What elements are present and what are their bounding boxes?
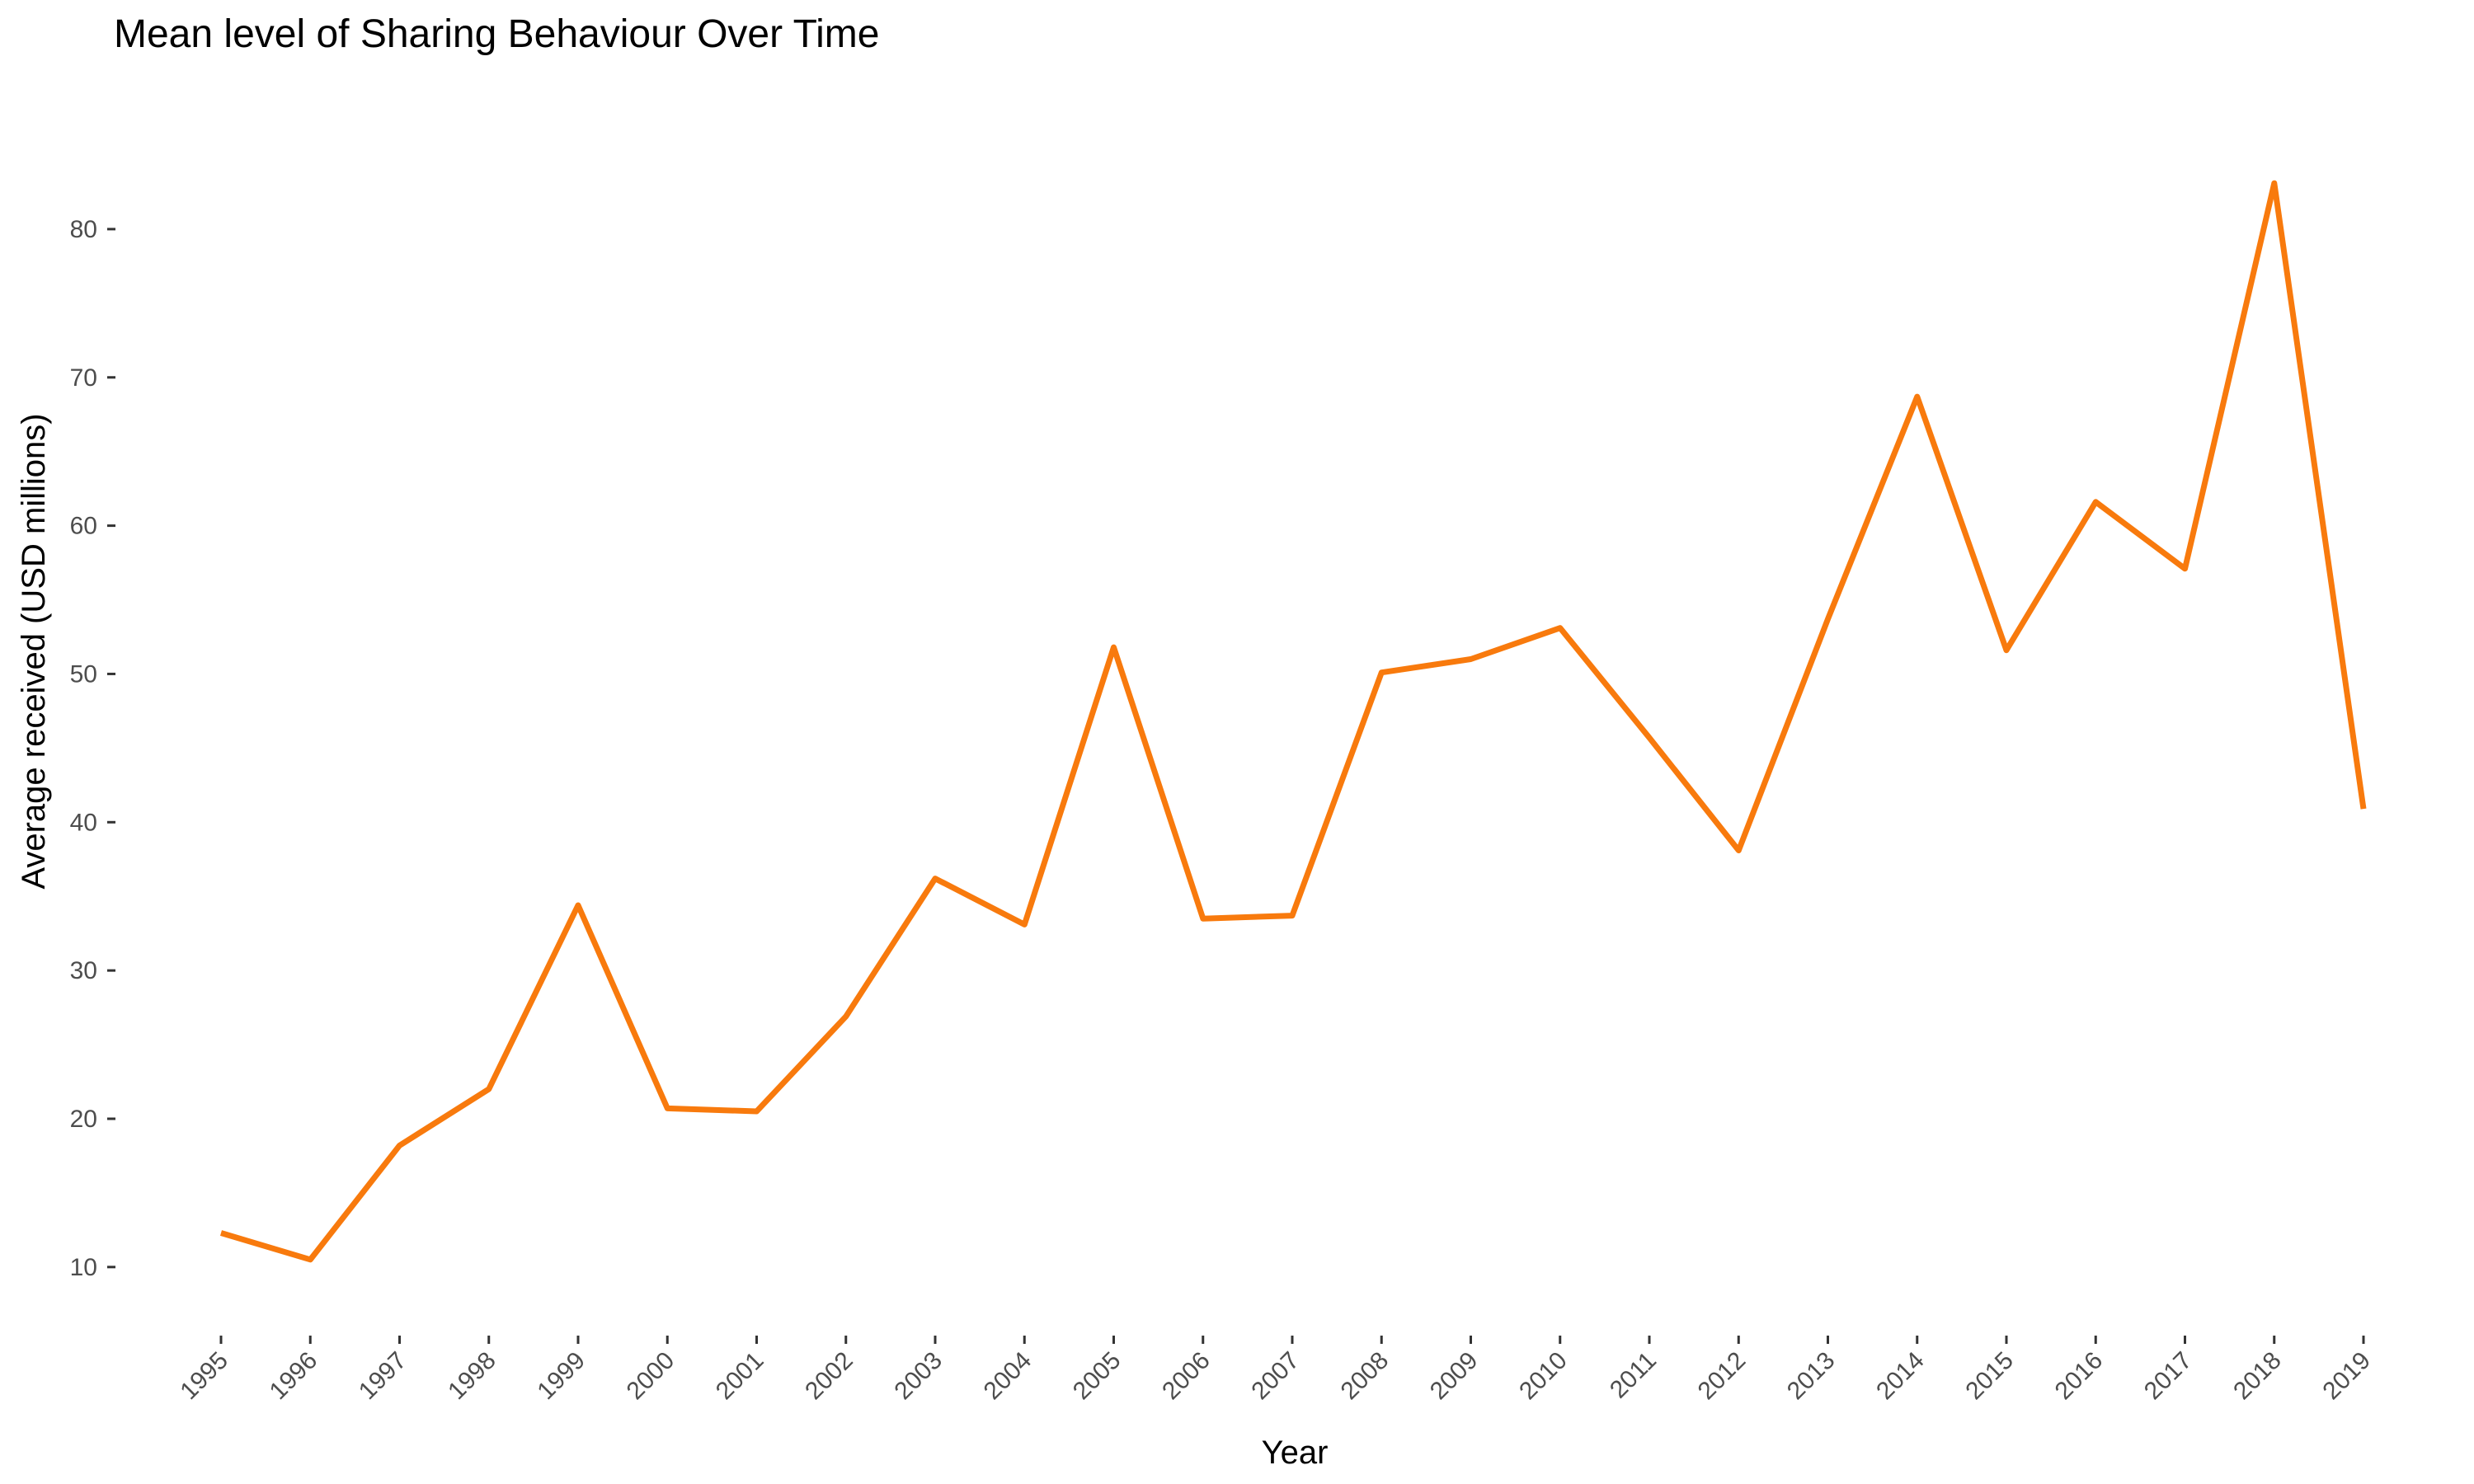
x-tick-label: 1997 (354, 1347, 412, 1406)
series-line (219, 180, 2367, 1263)
x-axis: 1995 1996 1997 1998 1999 2000 2001 2002 2003 2004… (175, 1336, 2376, 1405)
chart-title: Mean level of Sharing Behaviour Over Tim… (114, 12, 880, 56)
x-tick-label: 2017 (2139, 1347, 2198, 1406)
x-tick-label: 2019 (2317, 1347, 2376, 1406)
y-tick-label: 40 (70, 809, 97, 836)
x-tick-label: 2002 (800, 1347, 858, 1406)
x-tick-label: 2000 (622, 1347, 680, 1406)
y-tick-label: 30 (70, 957, 97, 984)
x-tick-label: 1995 (175, 1347, 233, 1406)
x-tick-label: 2009 (1425, 1347, 1484, 1406)
x-tick-label: 2007 (1246, 1347, 1305, 1406)
x-tick-label: 2011 (1605, 1347, 1662, 1404)
y-tick-label: 80 (70, 216, 97, 243)
x-tick-label: 1996 (265, 1347, 323, 1406)
x-tick-label: 2016 (2050, 1347, 2109, 1406)
x-tick-label: 2013 (1782, 1347, 1841, 1406)
y-axis: 10 20 30 40 50 60 70 80 (70, 216, 115, 1281)
x-tick-label: 2018 (2228, 1347, 2287, 1406)
y-axis-title: Average received (USD millions) (16, 413, 52, 889)
x-tick-label: 2010 (1514, 1347, 1573, 1406)
y-tick-label: 10 (70, 1254, 97, 1281)
x-tick-label: 2001 (711, 1347, 769, 1406)
x-tick-label: 1999 (532, 1347, 590, 1406)
series-layer (219, 180, 2367, 1263)
y-tick-label: 60 (70, 513, 97, 540)
y-tick-label: 70 (70, 364, 97, 392)
y-tick-label: 20 (70, 1106, 97, 1133)
x-tick-label: 2004 (979, 1347, 1037, 1406)
x-tick-label: 2005 (1068, 1347, 1126, 1406)
x-tick-label: 2008 (1336, 1347, 1395, 1406)
x-tick-label: 2015 (1960, 1347, 2019, 1406)
x-axis-title: Year (1262, 1435, 1329, 1471)
x-tick-label: 2006 (1157, 1347, 1216, 1406)
y-tick-label: 50 (70, 660, 97, 688)
x-tick-label: 2014 (1871, 1347, 1930, 1406)
x-tick-label: 2012 (1693, 1347, 1752, 1406)
x-tick-label: 1998 (443, 1347, 501, 1406)
x-tick-label: 2003 (889, 1347, 948, 1406)
